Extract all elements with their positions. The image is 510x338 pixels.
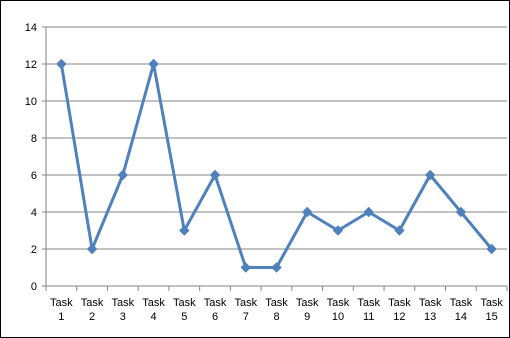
data-point-task-14 (455, 206, 467, 218)
x-tick-label-1: Task 1 (50, 297, 73, 323)
series-task-values (56, 58, 497, 273)
x-tick-label-5: Task 5 (173, 297, 196, 323)
data-point-task-5 (179, 225, 190, 236)
x-tick-label-14: Task 14 (450, 297, 473, 323)
data-point-task-12 (394, 225, 405, 236)
data-point-task-10 (332, 225, 344, 236)
x-tick-label-10: Task 10 (327, 297, 350, 323)
gridlines (46, 26, 507, 250)
x-tick-label-11: Task 11 (357, 297, 380, 323)
data-point-task-15 (486, 243, 497, 255)
y-axis-tick-labels: 0 2 4 6 8 10 12 14 (25, 22, 37, 293)
x-tick-label-8: Task 8 (265, 297, 288, 323)
y-tick-label-0: 0 (31, 281, 37, 293)
data-point-task-13 (424, 169, 436, 181)
x-tick-label-3: Task 3 (112, 297, 135, 323)
x-tick-label-6: Task 6 (204, 297, 227, 323)
data-point-task-9 (302, 206, 313, 218)
y-tick-label-4: 4 (31, 207, 37, 219)
data-point-task-7 (240, 262, 251, 273)
data-point-task-4 (148, 58, 159, 70)
axes (42, 26, 508, 291)
y-tick-label-2: 2 (31, 244, 37, 256)
x-tick-label-2: Task 2 (81, 297, 104, 323)
x-tick-label-13: Task 13 (419, 297, 442, 323)
y-tick-label-14: 14 (25, 22, 37, 34)
x-axis-tick-labels: Task 1 Task 2 Task 3 Task 4 Task 5 Task 6 Task 7 Task 8… (50, 297, 503, 323)
x-tick-label-7: Task 7 (234, 297, 257, 323)
x-tick-label-4: Task 4 (142, 297, 165, 323)
x-tick-label-15: Task 15 (480, 297, 503, 323)
y-tick-label-8: 8 (31, 133, 37, 145)
data-point-task-8 (271, 262, 282, 273)
series-line (59, 62, 493, 269)
x-tick-label-12: Task 12 (388, 297, 411, 323)
data-point-task-6 (209, 169, 221, 181)
data-point-task-1 (56, 58, 67, 70)
y-tick-label-6: 6 (31, 170, 37, 182)
data-point-task-3 (117, 169, 129, 181)
data-point-task-11 (363, 206, 374, 218)
y-tick-label-12: 12 (25, 59, 37, 71)
data-point-task-2 (86, 243, 98, 255)
x-tick-label-9: Task 9 (296, 297, 319, 323)
y-tick-label-10: 10 (25, 96, 37, 108)
